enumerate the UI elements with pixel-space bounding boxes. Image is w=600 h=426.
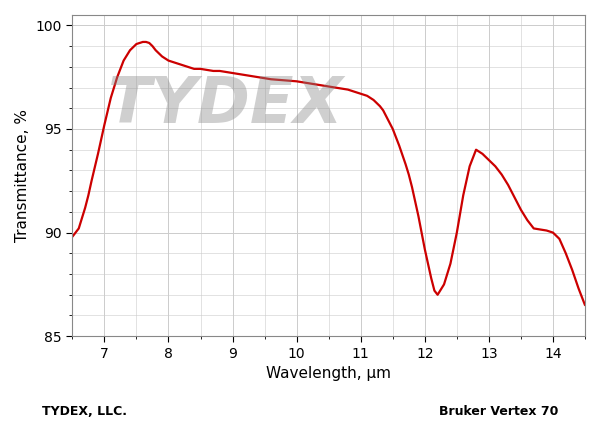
Text: TYDEX: TYDEX bbox=[108, 74, 344, 136]
X-axis label: Wavelength, μm: Wavelength, μm bbox=[266, 366, 391, 381]
Text: TYDEX, LLC.: TYDEX, LLC. bbox=[42, 406, 127, 418]
Y-axis label: Transmittance, %: Transmittance, % bbox=[15, 109, 30, 242]
Text: Bruker Vertex 70: Bruker Vertex 70 bbox=[439, 406, 558, 418]
